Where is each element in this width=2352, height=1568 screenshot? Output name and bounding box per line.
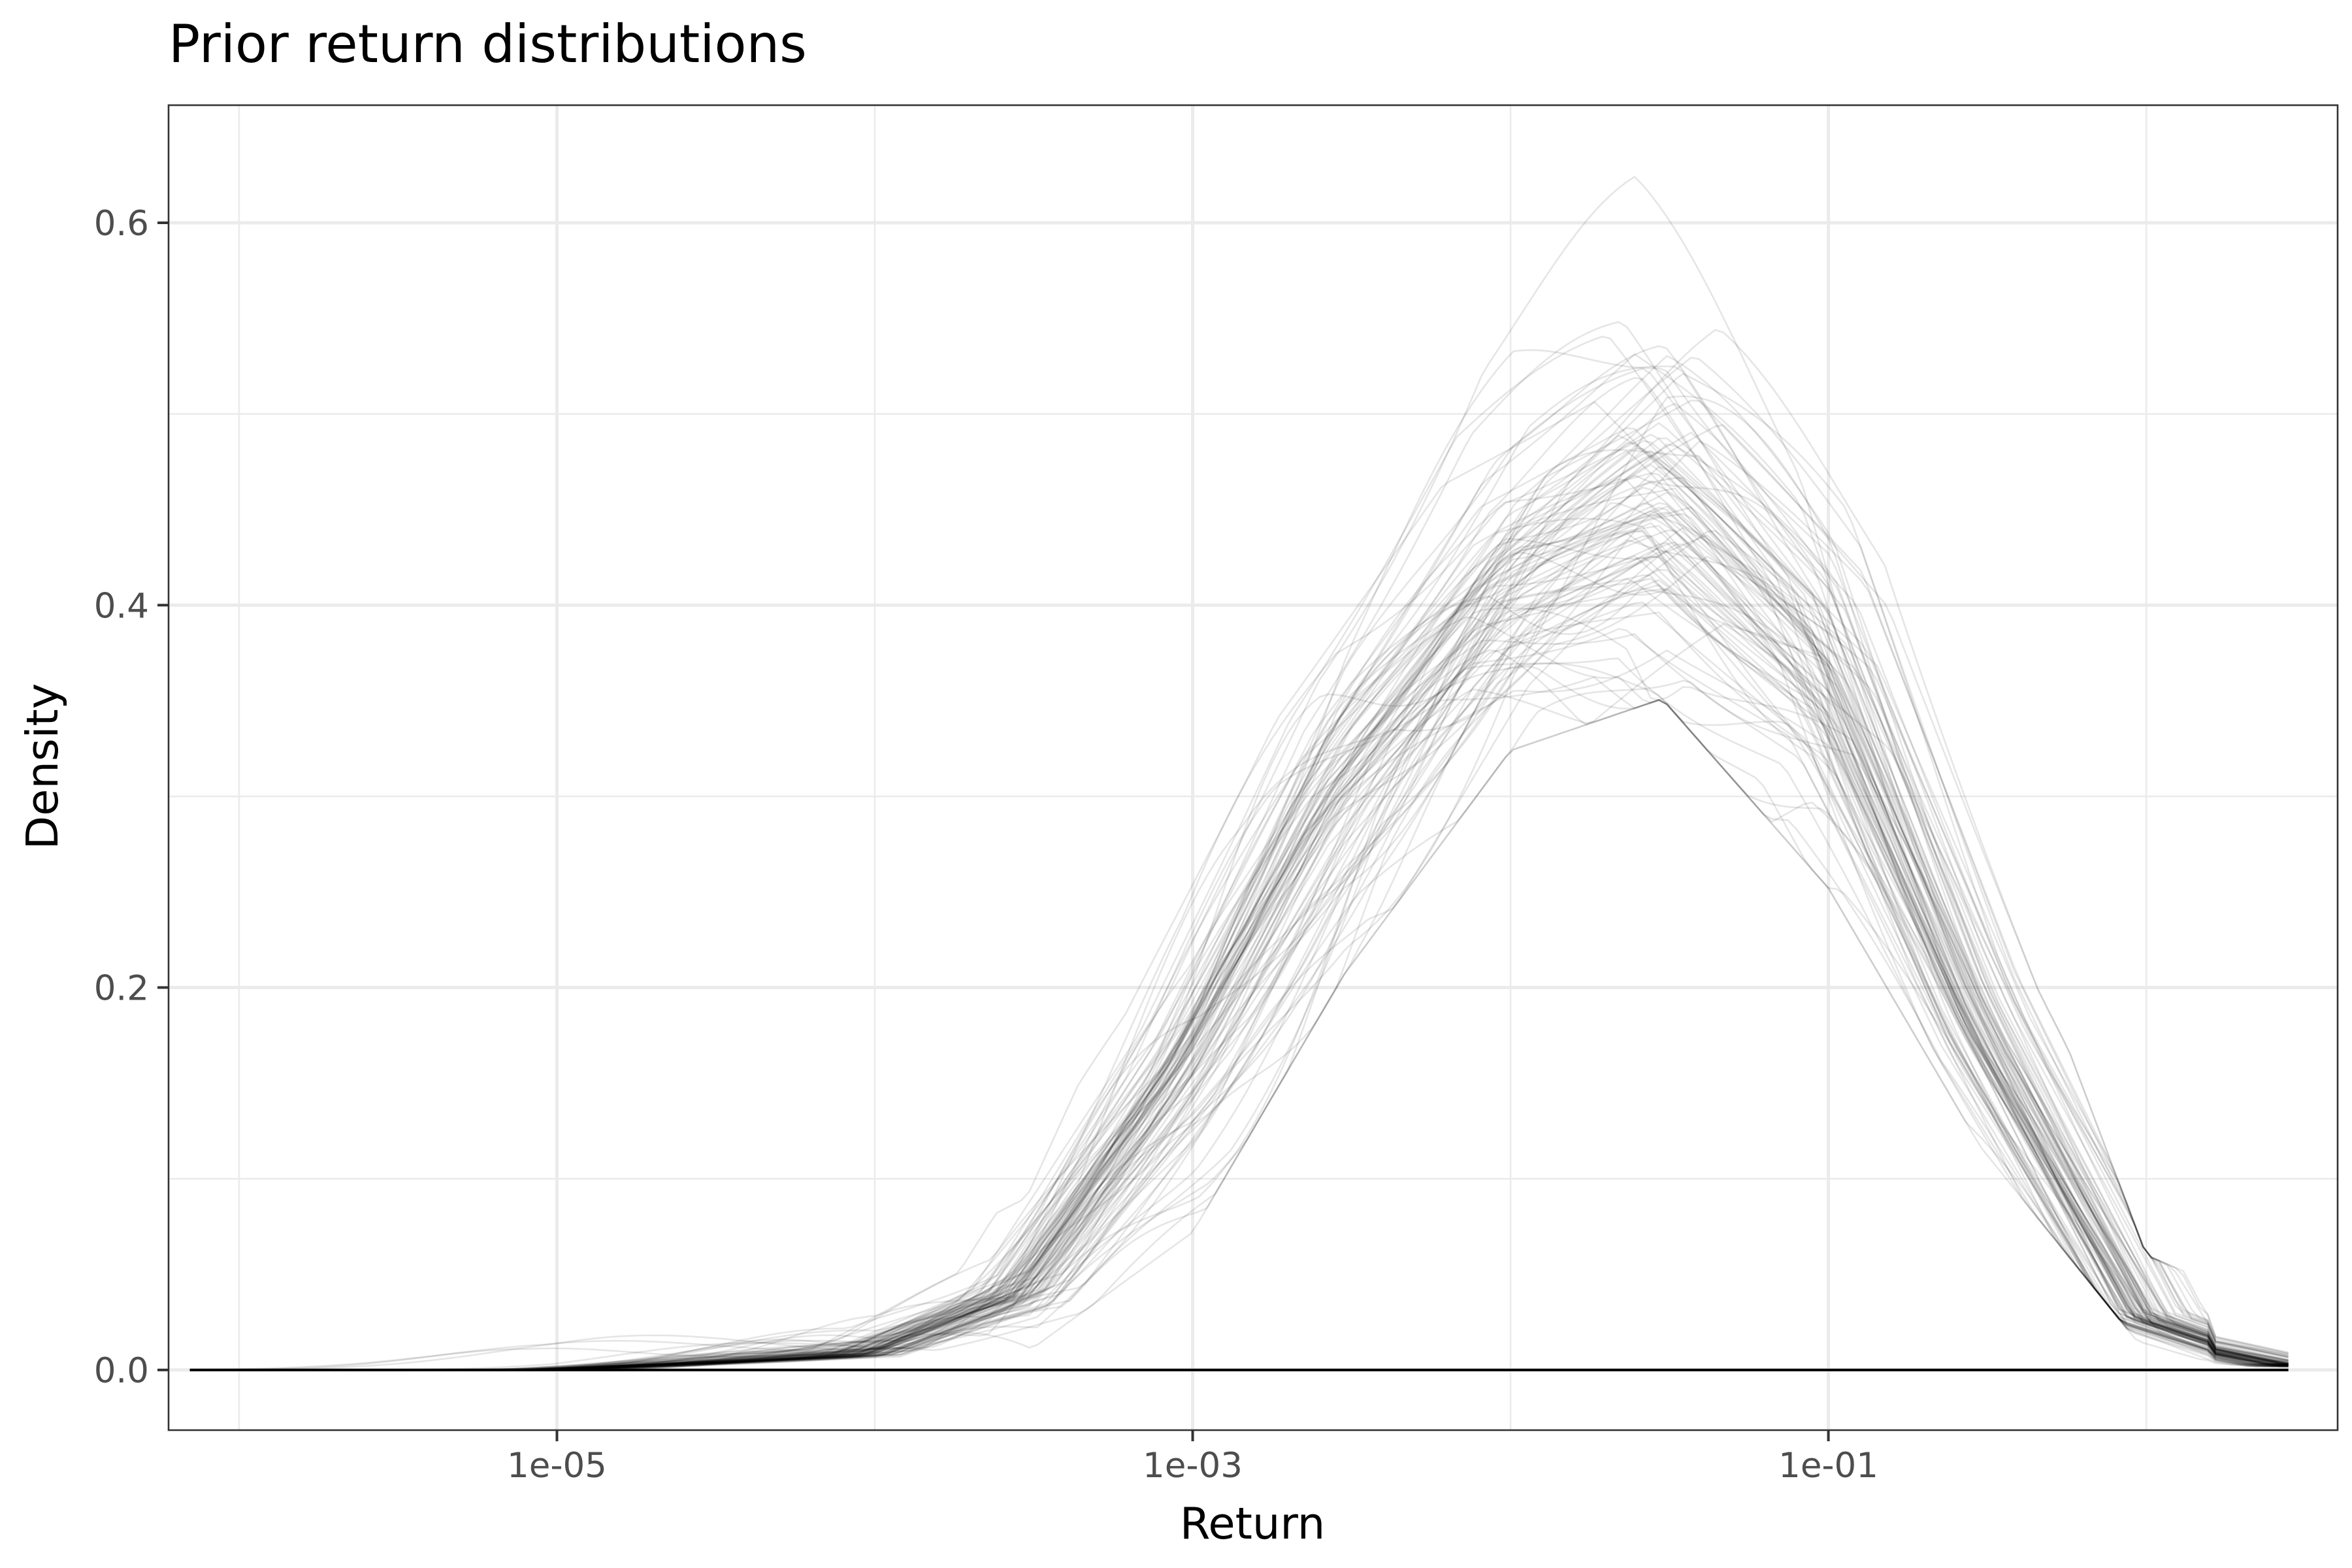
density-curve [189, 321, 2289, 1371]
plot-panel-border [167, 104, 2339, 1431]
density-curve [189, 400, 2289, 1371]
density-curve [189, 538, 2289, 1371]
minor-gridlines [169, 105, 2338, 1430]
y-tick-label: 0.4 [94, 586, 149, 626]
density-curve [189, 335, 2289, 1371]
x-tick-label: 1e-01 [1778, 1446, 1878, 1486]
x-tick-label: 1e-05 [507, 1446, 607, 1486]
x-axis: 1e-05 1e-03 1e-01 [507, 1430, 1878, 1486]
y-axis-title: Density [17, 683, 68, 850]
x-axis-title: Return [1180, 1498, 1325, 1549]
y-tick-label: 0.6 [94, 204, 149, 244]
y-axis: 0.0 0.2 0.4 0.6 [94, 204, 169, 1391]
y-tick-label: 0.0 [94, 1351, 149, 1391]
density-curve [189, 612, 2289, 1371]
chart-title: Prior return distributions [169, 14, 807, 74]
density-curve [189, 491, 2289, 1371]
x-tick-label: 1e-03 [1143, 1446, 1243, 1486]
y-tick-label: 0.2 [94, 969, 149, 1009]
density-curve [189, 676, 2289, 1371]
density-curve [189, 353, 2289, 1371]
density-curve [189, 454, 2289, 1371]
density-curve [189, 607, 2289, 1371]
density-curve [189, 434, 2289, 1371]
density-curve [189, 505, 2289, 1371]
